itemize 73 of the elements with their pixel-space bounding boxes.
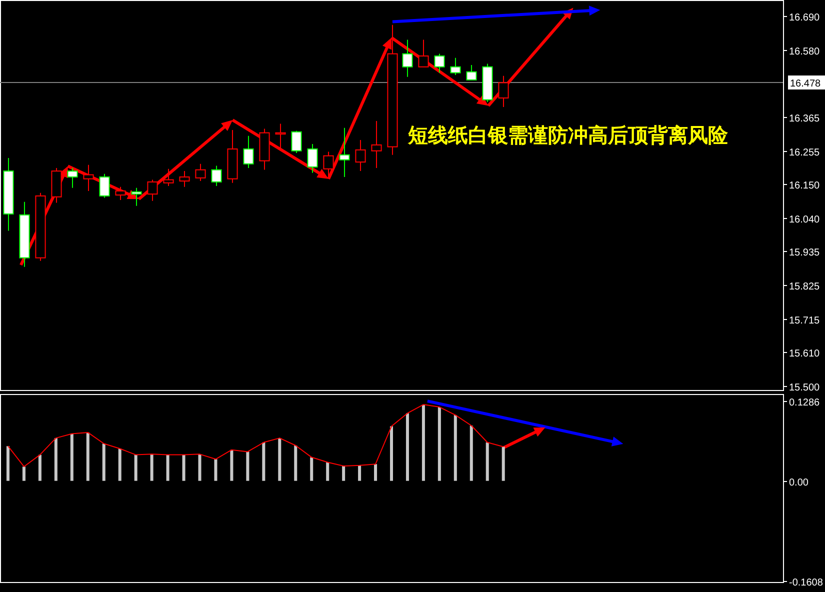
- candlestick: [291, 130, 302, 154]
- candlestick: [371, 120, 382, 168]
- y-tick-label: 0.00: [789, 478, 809, 488]
- candlestick: [243, 135, 254, 168]
- candlestick: [434, 53, 445, 74]
- candlestick: [179, 170, 190, 188]
- y-tick-label: 16.040: [789, 214, 820, 226]
- bar: [470, 426, 473, 481]
- candlestick: [323, 151, 334, 178]
- bar: [214, 459, 218, 481]
- bar: [278, 438, 282, 481]
- candlestick: [163, 168, 174, 186]
- y-tick-label: 15.825: [789, 282, 820, 292]
- candlestick: [339, 127, 350, 178]
- bar: [198, 454, 202, 481]
- candlestick: [115, 186, 126, 200]
- candlestick: [275, 123, 286, 149]
- candlestick: [67, 167, 78, 188]
- bar: [150, 454, 154, 481]
- candlestick: [498, 75, 509, 108]
- y-tick-label: 16.150: [789, 180, 820, 192]
- bar: [342, 466, 346, 481]
- bar: [54, 438, 58, 481]
- bar: [246, 452, 250, 481]
- bar: [6, 446, 10, 481]
- bar: [70, 434, 74, 481]
- bar: [358, 465, 362, 481]
- bar: [182, 454, 186, 481]
- y-tick-label: 15.715: [789, 316, 820, 326]
- bar: [406, 413, 409, 481]
- y-tick-label: 16.255: [789, 148, 820, 158]
- y-tick-label: 16.580: [789, 46, 820, 58]
- y-tick-label: 16.365: [789, 114, 820, 124]
- bar: [86, 432, 90, 481]
- y-tick-label: -0.1608: [789, 578, 824, 588]
- candlestick: [83, 164, 94, 192]
- candlestick: [147, 179, 158, 202]
- candlestick: [211, 165, 222, 186]
- bar: [374, 464, 378, 481]
- candlestick: [402, 39, 413, 78]
- candlestick: [466, 64, 477, 80]
- y-tick-label: 15.500: [789, 382, 820, 394]
- y-tick-label: 15.935: [789, 248, 820, 258]
- bar: [262, 442, 266, 481]
- bar: [454, 415, 457, 481]
- bar: [22, 466, 26, 481]
- bar: [326, 462, 330, 481]
- y-tick-label: 15.610: [789, 348, 820, 360]
- candlestick: [195, 163, 206, 182]
- bar: [102, 444, 106, 481]
- bar: [134, 454, 138, 481]
- candlestick: [131, 187, 142, 206]
- bar: [166, 454, 170, 481]
- y-tick-label: 0.1286: [789, 398, 820, 408]
- bar: [38, 454, 42, 481]
- line-series: [7, 404, 504, 468]
- candlestick: [450, 57, 461, 76]
- bar: [310, 457, 314, 481]
- bar: [486, 442, 489, 481]
- bar: [422, 404, 425, 481]
- candlestick: [355, 139, 366, 172]
- candlestick: [418, 39, 429, 68]
- bar: [294, 446, 298, 481]
- bar: [438, 407, 441, 481]
- ref-line-label: 16.478: [790, 78, 822, 90]
- candlestick: [307, 143, 318, 174]
- bar: [390, 426, 393, 481]
- annotation: 短线纸白银需谨防冲高后顶背离风险: [407, 124, 729, 147]
- y-tick-label: 16.690: [789, 12, 820, 24]
- bar: [230, 450, 234, 481]
- bar: [118, 448, 122, 481]
- bar: [502, 446, 505, 481]
- candlestick: [99, 173, 110, 198]
